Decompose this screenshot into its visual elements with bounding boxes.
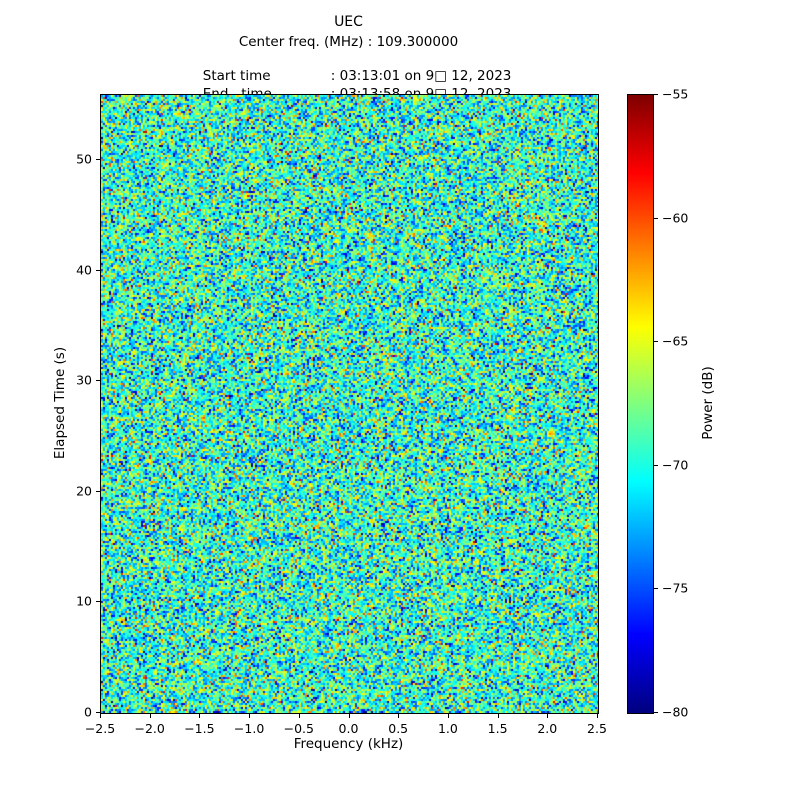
x-tick-label: 1.5 <box>487 721 508 736</box>
x-tick-mark <box>597 714 598 718</box>
x-axis-label: Frequency (kHz) <box>293 736 404 752</box>
colorbar-tick-label: −75 <box>662 580 689 596</box>
colorbar-tick-mark <box>654 588 658 590</box>
x-tick-label: 0.5 <box>388 721 409 736</box>
y-tick-mark <box>96 490 100 492</box>
colorbar-tick-mark <box>654 341 658 343</box>
y-tick-label: 30 <box>76 372 92 388</box>
spectrogram-heatmap <box>101 95 598 713</box>
start-time-value: : 03:13:01 on 9□ 12, 2023 <box>330 68 512 84</box>
colorbar <box>627 94 654 714</box>
x-tick-label: −2.0 <box>134 721 165 736</box>
colorbar-label: Power (dB) <box>700 366 716 440</box>
start-time-label: Start time <box>202 68 271 84</box>
plot-area <box>100 94 599 714</box>
x-tick-mark <box>100 714 101 718</box>
x-tick-label: 0.0 <box>338 721 359 736</box>
colorbar-tick-mark <box>654 464 658 466</box>
x-tick-label: 2.0 <box>537 721 558 736</box>
x-tick-mark <box>497 714 499 718</box>
y-tick-mark <box>96 380 100 382</box>
x-tick-mark <box>199 714 201 718</box>
y-tick-mark <box>96 601 100 603</box>
start-time-line: Start time : 03:13:01 on 9□ 12, 2023 <box>100 52 597 100</box>
colorbar-tick-mark <box>654 712 658 713</box>
y-tick-label: 20 <box>76 483 92 499</box>
colorbar-tick-label: −55 <box>662 86 689 102</box>
y-tick-label: 40 <box>76 262 92 278</box>
y-tick-mark <box>96 159 100 161</box>
chart-title: UEC <box>334 14 363 30</box>
x-tick-label: −0.5 <box>283 721 314 736</box>
colorbar-tick-label: −65 <box>662 333 689 349</box>
y-tick-label: 50 <box>76 151 92 167</box>
y-axis-label: Elapsed Time (s) <box>52 346 68 460</box>
x-tick-mark <box>249 714 251 718</box>
colorbar-tick-label: −60 <box>662 210 689 226</box>
colorbar-gradient <box>628 95 653 713</box>
x-tick-mark <box>447 714 449 718</box>
x-tick-mark <box>348 714 350 718</box>
x-tick-label: 1.0 <box>437 721 458 736</box>
colorbar-tick-mark <box>654 217 658 219</box>
colorbar-tick-label: −80 <box>662 704 689 720</box>
x-tick-mark <box>149 714 151 718</box>
y-tick-mark <box>96 712 100 713</box>
x-tick-mark <box>547 714 549 718</box>
x-tick-mark <box>298 714 300 718</box>
colorbar-tick-label: −70 <box>662 457 689 473</box>
x-tick-label: −1.5 <box>184 721 215 736</box>
center-freq-line: Center freq. (MHz) : 109.300000 <box>238 34 459 50</box>
x-tick-label: −2.5 <box>84 721 116 736</box>
x-tick-label: 2.5 <box>587 721 607 736</box>
colorbar-tick-mark <box>654 94 658 95</box>
y-tick-mark <box>96 269 100 271</box>
y-tick-label: 10 <box>76 593 92 609</box>
y-tick-label: 0 <box>84 704 92 720</box>
x-tick-label: −1.0 <box>233 721 265 736</box>
x-tick-mark <box>398 714 400 718</box>
